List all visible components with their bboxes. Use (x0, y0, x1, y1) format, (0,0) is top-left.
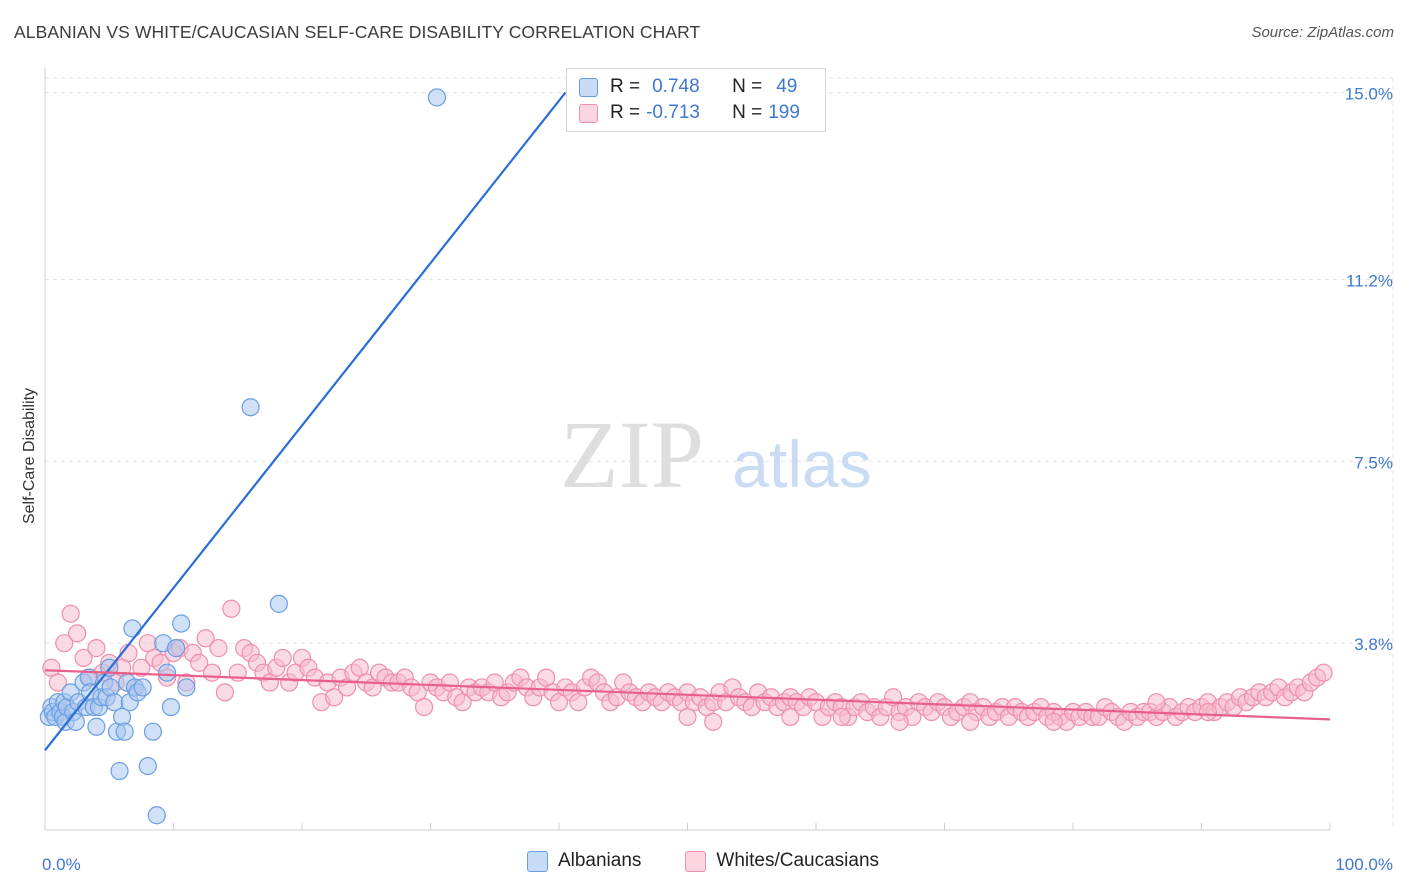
white-point (87, 639, 106, 658)
albanian-point (427, 88, 447, 107)
legend-swatch-whites (579, 103, 598, 123)
white-point (325, 688, 344, 707)
axis-labels: 3.8% 7.5% 11.2% 15.0% 0.0% 100.0% Self-Care Di… (21, 85, 1393, 874)
white-point (196, 629, 215, 648)
legend-label-whites: Whites/Caucasians (716, 850, 880, 871)
chart-title: ALBANIAN VS WHITE/CAUCASIAN SELF-CARE DI… (14, 22, 701, 42)
white-point (1198, 702, 1218, 722)
albanian-point (161, 697, 181, 717)
watermark: ZIP atlas (560, 401, 872, 508)
legend-swatch-albanians (526, 850, 548, 872)
legend-swatch-albanians (579, 77, 598, 97)
white-point (678, 707, 697, 727)
legend-swatch-whites (685, 850, 707, 872)
white-point (273, 648, 292, 668)
y-tick-label: 7.5% (1354, 453, 1393, 472)
albanian-point (166, 639, 186, 658)
legend-row-albanians: R = 0.748 N = 49 (579, 75, 797, 99)
albanian-point (87, 717, 106, 736)
albanian-point (157, 663, 177, 682)
albanian-point (123, 619, 142, 638)
legend-n-value-whites: 199 (768, 102, 800, 123)
white-point (704, 712, 723, 731)
white-point (132, 658, 151, 677)
legend-r-label: R = (610, 102, 641, 123)
white-point (832, 707, 851, 727)
white-point (61, 604, 80, 623)
albanian-point (241, 398, 260, 417)
white-point (55, 634, 74, 653)
trend-lines (44, 91, 1331, 752)
correlation-legend: R = 0.748 N = 49 R = -0.713 N = 199 (566, 68, 826, 132)
albanian-point (110, 761, 129, 781)
legend-r-value-whites: -0.713 (646, 102, 700, 123)
white-point (74, 648, 93, 668)
white-point (1044, 712, 1063, 731)
white-point (1314, 663, 1333, 682)
trend-line-albanians (44, 91, 567, 752)
albanian-point (66, 712, 85, 731)
white-point (68, 624, 87, 643)
x-tick-label-max: 100.0% (1335, 855, 1393, 874)
legend-item-albanians: Albanians (526, 850, 642, 872)
white-point (1147, 693, 1166, 712)
y-tick-label: 15.0% (1345, 85, 1393, 104)
trend-line-whites (44, 669, 1331, 721)
albanian-point (143, 722, 163, 741)
albanian-point (147, 806, 166, 825)
white-point (414, 697, 434, 717)
albanian-point (269, 594, 288, 613)
albanian-point (177, 678, 196, 697)
albanian-point (172, 614, 191, 633)
white-point (222, 599, 241, 618)
legend-n-label: N = (732, 76, 763, 97)
y-tick-label: 3.8% (1354, 635, 1393, 654)
white-point (961, 712, 980, 731)
legend-r-value-albanians: 0.748 (652, 76, 700, 97)
series-legend: Albanians Whites/Caucasians (0, 850, 1406, 872)
white-point (202, 663, 222, 682)
y-tick-label: 11.2% (1346, 271, 1393, 290)
watermark-zip: ZIP (560, 401, 704, 508)
legend-row-whites: R = -0.713 N = 199 (579, 101, 800, 125)
legend-r-label: R = (610, 76, 641, 97)
white-point (215, 683, 234, 702)
source-label: Source: ZipAtlas.com (1251, 24, 1394, 41)
albanian-point (115, 722, 134, 741)
legend-label-albanians: Albanians (557, 850, 642, 871)
legend-n-label: N = (732, 102, 763, 123)
x-tick-label-min: 0.0% (42, 855, 81, 874)
albanian-point (138, 756, 157, 776)
legend-n-value-albanians: 49 (776, 76, 798, 97)
white-point (781, 707, 800, 727)
legend-item-whites: Whites/Caucasians (685, 850, 879, 872)
watermark-atlas: atlas (732, 427, 871, 501)
white-point (48, 673, 67, 692)
y-axis-title: Self-Care Disability (21, 388, 38, 524)
white-point (190, 653, 209, 672)
white-point (890, 712, 909, 731)
white-point (209, 639, 228, 658)
albanian-point (133, 678, 152, 697)
